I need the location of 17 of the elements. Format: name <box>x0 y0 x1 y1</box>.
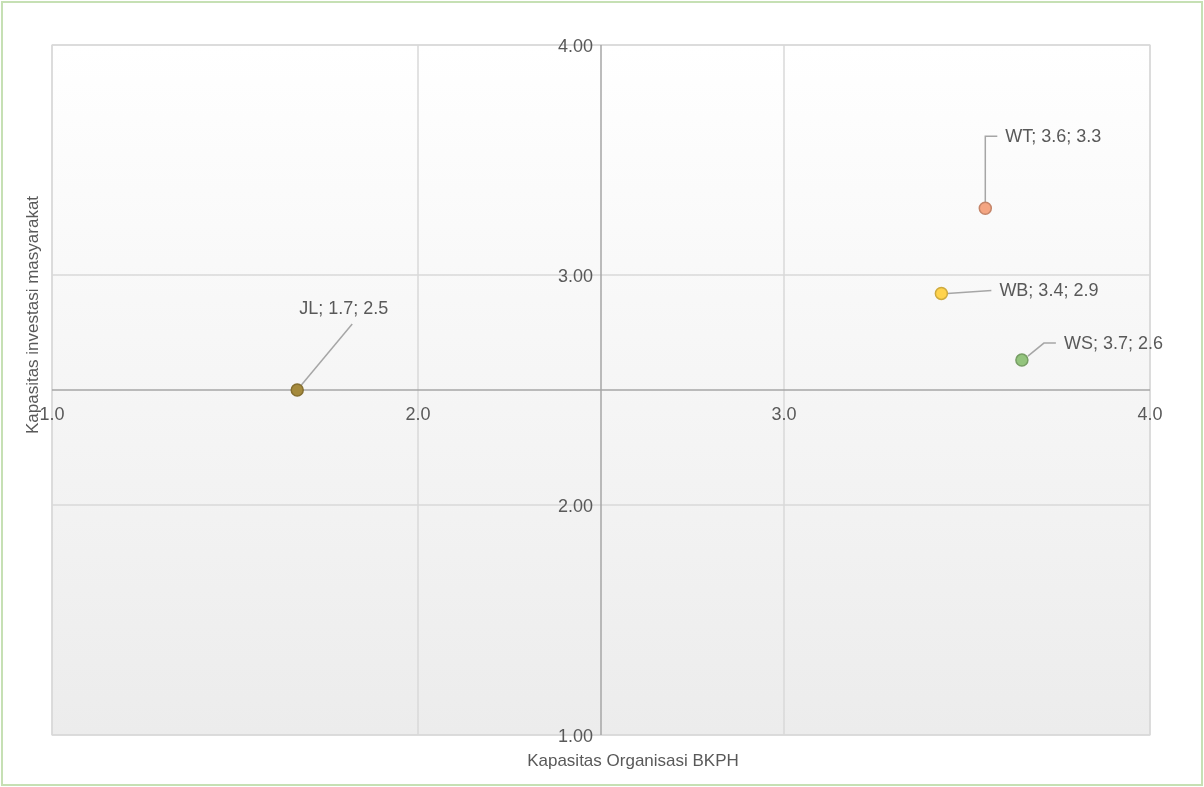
x-tick-label: 2.0 <box>405 404 431 424</box>
y-tick-label: 1.00 <box>557 726 593 746</box>
data-label: WB; 3.4; 2.9 <box>999 280 1099 301</box>
point <box>1015 353 1029 367</box>
point <box>290 383 304 397</box>
x-tick-label: 3.0 <box>771 404 797 424</box>
data-label: JL; 1.7; 2.5 <box>299 298 389 318</box>
point <box>978 201 993 216</box>
data-label: WS; 3.7; 2.6 <box>1063 333 1163 354</box>
point <box>934 286 949 301</box>
x-tick-label: 4.0 <box>1137 404 1163 424</box>
y-tick-label: 3.00 <box>557 266 593 286</box>
x-axis-title: Kapasitas Organisasi BKPH <box>527 751 739 770</box>
y-axis-title: Kapasitas investasi masyarakat <box>23 195 42 435</box>
data-label: WT; 3.6; 3.3 <box>1005 126 1102 147</box>
y-tick-label: 4.00 <box>557 36 593 56</box>
y-tick-label: 2.00 <box>557 496 593 516</box>
